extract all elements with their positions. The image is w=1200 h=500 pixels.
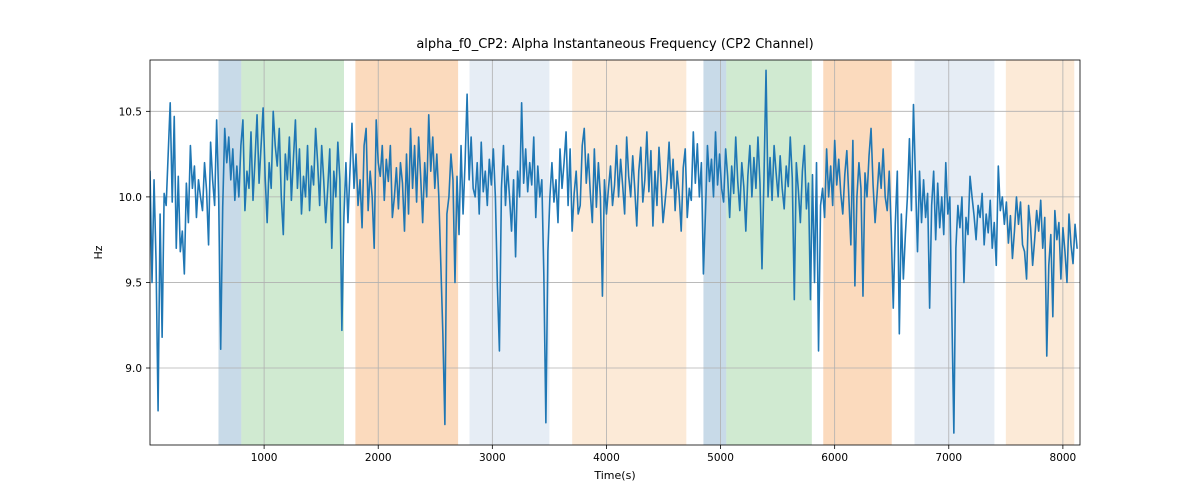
shaded-region [726, 60, 812, 445]
shaded-region [703, 60, 726, 445]
x-tick-label: 7000 [935, 452, 962, 464]
figure-root: 1000 2000 3000 4000 5000 6000 7000 8000 9.0 9.5 1… [0, 0, 1200, 500]
x-tick-label: 4000 [593, 452, 620, 464]
shaded-region [470, 60, 550, 445]
x-ticks: 1000 2000 3000 4000 5000 6000 7000 8000 [251, 445, 1077, 464]
y-axis-label: Hz [92, 245, 105, 259]
x-tick-label: 6000 [821, 452, 848, 464]
x-axis-label: Time(s) [593, 469, 635, 482]
x-tick-label: 5000 [707, 452, 734, 464]
x-tick-label: 1000 [251, 452, 278, 464]
shaded-region [355, 60, 458, 445]
chart-title: alpha_f0_CP2: Alpha Instantaneous Freque… [416, 37, 813, 52]
y-tick-label: 9.5 [125, 277, 142, 289]
y-ticks: 9.0 9.5 10.0 10.5 [119, 106, 150, 375]
shaded-region [1006, 60, 1074, 445]
shaded-region [572, 60, 686, 445]
chart-svg: 1000 2000 3000 4000 5000 6000 7000 8000 9.0 9.5 1… [0, 0, 1200, 500]
shaded-region [823, 60, 891, 445]
y-tick-label: 9.0 [125, 363, 142, 375]
x-tick-label: 2000 [365, 452, 392, 464]
x-tick-label: 3000 [479, 452, 506, 464]
y-tick-label: 10.5 [119, 106, 142, 118]
x-tick-label: 8000 [1050, 452, 1077, 464]
y-tick-label: 10.0 [119, 192, 142, 204]
